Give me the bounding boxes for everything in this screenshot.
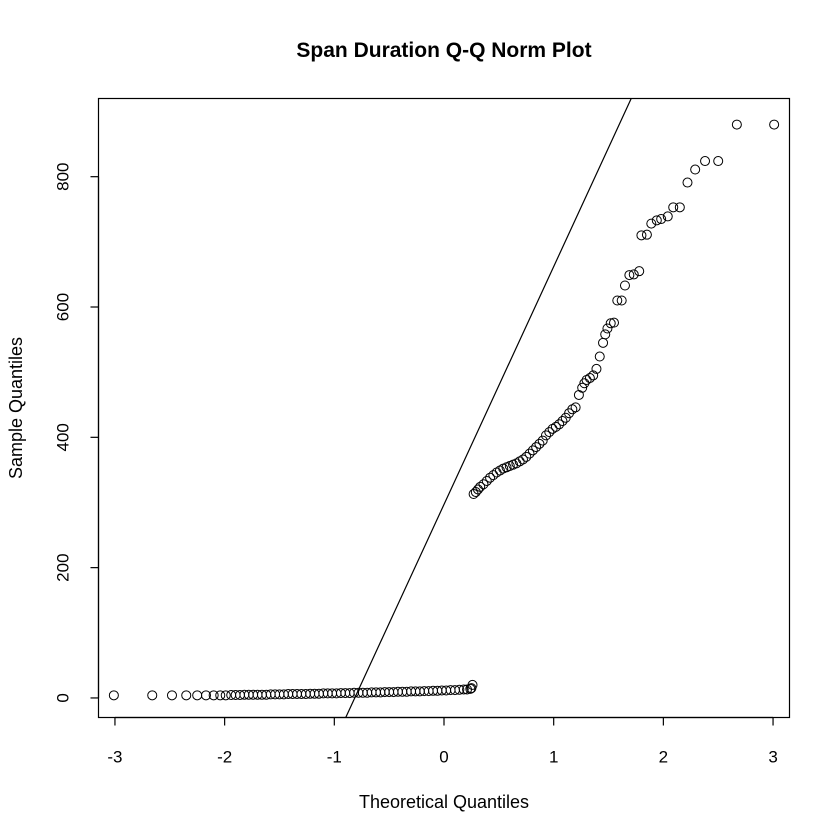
data-point: [609, 317, 620, 328]
data-point: [147, 690, 158, 701]
data-point: [605, 318, 616, 329]
data-point: [537, 435, 548, 446]
y-tick-label: 800: [54, 163, 73, 191]
data-point: [192, 690, 203, 701]
x-tick-label: -1: [327, 748, 342, 767]
data-point: [602, 323, 613, 334]
data-point: [541, 430, 552, 441]
data-point: [579, 378, 590, 389]
data-point: [478, 479, 489, 490]
x-axis: -3 -2 -1 0 1 2 3: [107, 716, 778, 767]
data-point: [646, 218, 657, 229]
data-point: [769, 119, 780, 130]
data-point: [641, 229, 652, 240]
data-point: [588, 370, 599, 381]
data-point: [517, 454, 528, 465]
data-point: [458, 684, 469, 695]
data-point: [682, 177, 693, 188]
data-point: [524, 448, 535, 459]
data-point: [557, 416, 568, 427]
data-point: [612, 295, 623, 306]
data-point: [473, 484, 484, 495]
y-tick-label: 600: [54, 293, 73, 321]
x-tick-label: 2: [659, 748, 668, 767]
data-point: [577, 382, 588, 393]
data-point: [215, 690, 226, 701]
y-tick-label: 0: [54, 693, 73, 702]
data-point: [494, 465, 505, 476]
data-point: [208, 690, 219, 701]
data-point: [570, 402, 581, 413]
y-tick-label: 200: [54, 553, 73, 581]
data-point: [220, 690, 231, 701]
data-point: [634, 266, 645, 277]
x-axis-label: Theoretical Quantiles: [359, 792, 529, 812]
data-point: [475, 481, 486, 492]
x-tick-label: -2: [217, 748, 232, 767]
qq-reference-line: [345, 98, 632, 718]
data-point: [488, 470, 499, 481]
data-point: [521, 451, 532, 462]
y-axis: 0 200 400 600 800: [54, 163, 100, 703]
plot-frame: [97, 97, 791, 719]
data-point: [554, 419, 565, 430]
y-axis-label: Sample Quantiles: [6, 337, 26, 479]
x-tick-label: -3: [107, 748, 122, 767]
data-point: [662, 211, 673, 222]
data-point: [594, 351, 605, 362]
data-point: [668, 202, 679, 213]
chart-title: Span Duration Q-Q Norm Plot: [296, 39, 591, 62]
data-point: [467, 679, 478, 690]
data-point: [598, 337, 609, 348]
data-point: [624, 270, 635, 281]
data-point: [200, 690, 211, 701]
data-point: [534, 438, 545, 449]
data-point: [636, 230, 647, 241]
data-point: [591, 363, 602, 374]
data-point: [485, 472, 496, 483]
data-point: [181, 690, 192, 701]
data-point: [544, 427, 555, 438]
data-point: [628, 269, 639, 280]
x-tick-label: 1: [549, 748, 558, 767]
data-point: [567, 404, 578, 415]
data-point: [616, 295, 627, 306]
x-tick-label: 3: [768, 748, 777, 767]
data-points: [108, 119, 780, 701]
data-point: [166, 690, 177, 701]
data-point: [731, 119, 742, 130]
data-point: [674, 202, 685, 213]
data-point: [531, 442, 542, 453]
y-tick-label: 400: [54, 423, 73, 451]
data-point: [619, 280, 630, 291]
data-point: [547, 423, 558, 434]
data-point: [454, 684, 465, 695]
data-point: [600, 329, 611, 340]
data-point: [584, 373, 595, 384]
data-point: [713, 156, 724, 167]
data-point: [700, 156, 711, 167]
data-point: [651, 215, 662, 226]
data-point: [108, 690, 119, 701]
data-point: [481, 475, 492, 486]
data-point: [527, 445, 538, 456]
reference-line-group: [345, 98, 632, 718]
x-tick-label: 0: [439, 748, 448, 767]
data-point: [690, 164, 701, 175]
data-point: [550, 421, 561, 432]
data-point: [656, 214, 667, 225]
data-point: [581, 374, 592, 385]
data-point: [514, 456, 525, 467]
